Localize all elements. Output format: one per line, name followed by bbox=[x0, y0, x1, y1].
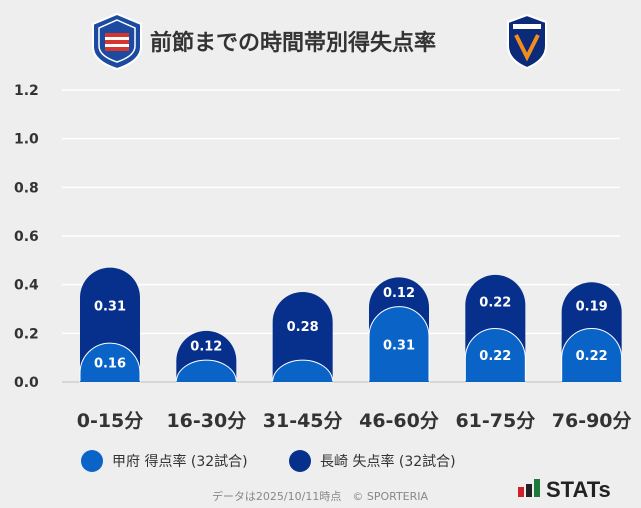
data-label-nagasaki: 0.12 bbox=[383, 286, 415, 301]
y-tick-label: 0.8 bbox=[14, 180, 39, 196]
data-label-kofu: 0.31 bbox=[383, 338, 415, 353]
data-label-nagasaki: 0.31 bbox=[94, 299, 126, 314]
x-tick-label: 61-75分 bbox=[455, 410, 535, 432]
bar-kofu-base bbox=[465, 381, 526, 382]
data-label-nagasaki: 0.12 bbox=[190, 340, 222, 355]
stats-brand: STATs bbox=[546, 477, 611, 502]
data-label-kofu: 0.22 bbox=[479, 349, 511, 364]
bar-kofu-base bbox=[80, 381, 140, 382]
legend-swatch-nagasaki bbox=[289, 450, 311, 472]
bar-kofu bbox=[561, 328, 623, 383]
footer-credit: データは2025/10/11時点 © SPORTERIA bbox=[212, 489, 429, 503]
chart-title: 前節までの時間帯別得失点率 bbox=[150, 30, 436, 56]
grid-lines bbox=[62, 89, 620, 383]
stats-logo-icon bbox=[518, 479, 540, 497]
bar-kofu-base bbox=[176, 381, 237, 382]
x-tick-label: 16-30分 bbox=[166, 410, 246, 432]
y-tick-label: 1.2 bbox=[14, 83, 39, 99]
legend-label-kofu: 甲府 得点率 (32試合) bbox=[112, 453, 248, 470]
y-tick-label: 0.4 bbox=[14, 278, 39, 294]
bar-kofu bbox=[79, 342, 141, 383]
y-axis-ticks: 0.0 0.2 0.4 0.6 0.8 1.0 1.2 bbox=[14, 83, 39, 391]
bar-kofu bbox=[368, 306, 430, 383]
x-tick-label: 76-90分 bbox=[552, 410, 632, 432]
y-tick-label: 0.6 bbox=[14, 229, 39, 245]
legend-swatch-kofu bbox=[81, 450, 103, 472]
bar-kofu-base bbox=[561, 381, 622, 382]
x-tick-label: 0-15分 bbox=[77, 410, 144, 432]
y-tick-label: 0.0 bbox=[14, 375, 39, 391]
data-label-kofu: 0.22 bbox=[576, 349, 608, 364]
x-tick-label: 31-45分 bbox=[263, 410, 343, 432]
y-tick-label: 1.0 bbox=[14, 132, 39, 148]
x-tick-label: 46-60分 bbox=[359, 410, 439, 432]
bar-kofu bbox=[464, 328, 526, 383]
data-label-nagasaki: 0.28 bbox=[287, 320, 319, 335]
ventforet-kofu-crest-icon bbox=[92, 12, 142, 71]
bar-kofu-base bbox=[272, 381, 333, 382]
x-axis-ticks: 0-15分 16-30分 31-45分 46-60分 61-75分 76-90分 bbox=[77, 410, 632, 432]
bar-kofu-base bbox=[369, 381, 429, 382]
data-label-kofu: 0.16 bbox=[94, 357, 126, 372]
bar-kofu bbox=[175, 359, 237, 383]
bar-kofu bbox=[272, 359, 334, 383]
bar-nagasaki bbox=[272, 291, 333, 382]
legend-label-nagasaki: 長崎 失点率 (32試合) bbox=[320, 453, 456, 470]
data-label-nagasaki: 0.22 bbox=[479, 296, 511, 311]
bar-series: 0.31 0.16 0.12 0.28 0.12 0.31 0.22 0.22 0.19 0.22 bbox=[79, 267, 623, 383]
data-label-nagasaki: 0.19 bbox=[576, 299, 608, 314]
v-varen-nagasaki-crest-icon bbox=[507, 13, 547, 70]
y-tick-label: 0.2 bbox=[14, 326, 39, 342]
legend: 甲府 得点率 (32試合) 長崎 失点率 (32試合) bbox=[81, 450, 456, 472]
